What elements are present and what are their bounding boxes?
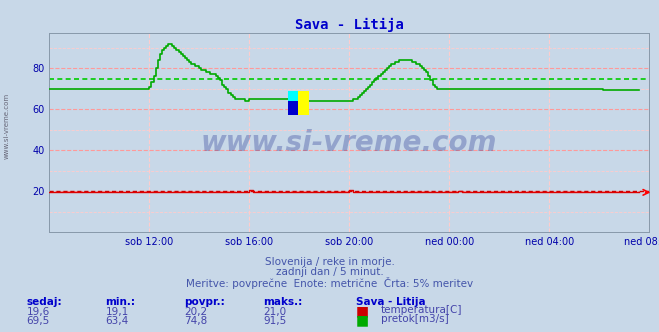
Text: min.:: min.:: [105, 297, 136, 307]
Text: pretok[m3/s]: pretok[m3/s]: [381, 314, 449, 324]
Text: povpr.:: povpr.:: [185, 297, 225, 307]
FancyBboxPatch shape: [287, 91, 299, 115]
Text: 91,5: 91,5: [264, 316, 287, 326]
Text: temperatura[C]: temperatura[C]: [381, 305, 463, 315]
FancyBboxPatch shape: [287, 91, 309, 115]
FancyBboxPatch shape: [287, 101, 299, 115]
Text: 19,6: 19,6: [26, 307, 49, 317]
Text: Meritve: povprečne  Enote: metrične  Črta: 5% meritev: Meritve: povprečne Enote: metrične Črta:…: [186, 277, 473, 289]
Text: ■: ■: [356, 305, 369, 319]
Text: 19,1: 19,1: [105, 307, 129, 317]
Text: 20,2: 20,2: [185, 307, 208, 317]
Title: Sava - Litija: Sava - Litija: [295, 18, 404, 32]
Text: sedaj:: sedaj:: [26, 297, 62, 307]
Text: www.si-vreme.com: www.si-vreme.com: [3, 93, 10, 159]
Text: 69,5: 69,5: [26, 316, 49, 326]
Text: 63,4: 63,4: [105, 316, 129, 326]
Text: www.si-vreme.com: www.si-vreme.com: [201, 129, 498, 157]
Text: 21,0: 21,0: [264, 307, 287, 317]
Text: maks.:: maks.:: [264, 297, 303, 307]
Text: ■: ■: [356, 314, 369, 328]
Text: Slovenija / reke in morje.: Slovenija / reke in morje.: [264, 257, 395, 267]
Text: zadnji dan / 5 minut.: zadnji dan / 5 minut.: [275, 267, 384, 277]
Text: Sava - Litija: Sava - Litija: [356, 297, 426, 307]
Text: 74,8: 74,8: [185, 316, 208, 326]
